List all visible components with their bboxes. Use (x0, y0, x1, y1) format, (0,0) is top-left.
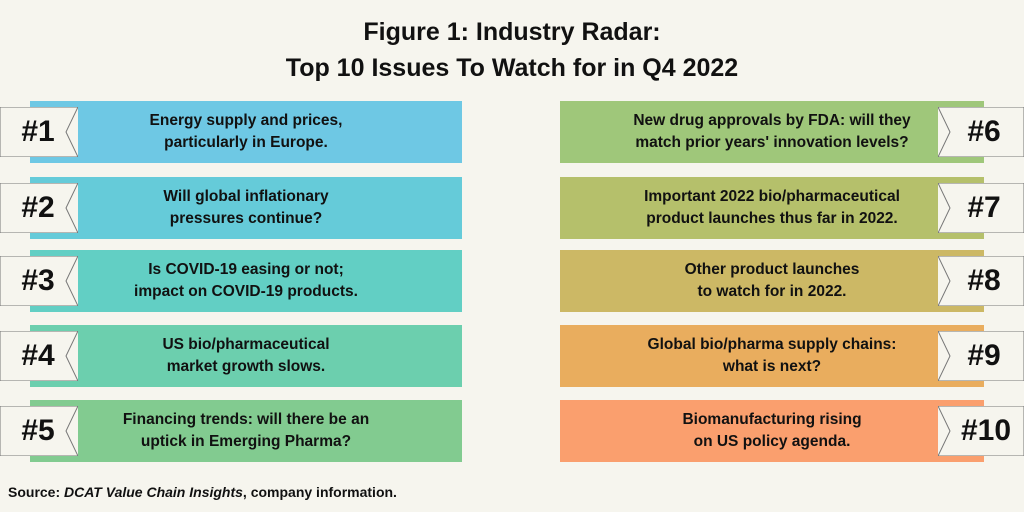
issue-9-text-line-1: Global bio/pharma supply chains: (647, 336, 897, 353)
issue-banner-10: Biomanufacturing rising on US policy agen… (560, 400, 1024, 462)
issue-10-bar: Biomanufacturing rising on US policy agen… (560, 400, 984, 462)
issue-6-text-line-1: New drug approvals by FDA: will they (633, 112, 911, 129)
issue-6-rank: #6 (967, 115, 1001, 148)
issue-7-text-line-2: product launches thus far in 2022. (646, 210, 898, 227)
issue-10-tag (938, 406, 1024, 456)
issue-banner-3: Is COVID-19 easing or not; impact on COVI… (0, 250, 462, 312)
issue-5-text-line-1: Financing trends: will there be an (122, 411, 370, 428)
issue-4-tag (0, 331, 78, 381)
title-line-2: Top 10 Issues To Watch for in Q4 2022 (285, 54, 739, 82)
issue-9-bar: Global bio/pharma supply chains: what is … (560, 325, 984, 387)
issue-8-text-line-2: to watch for in 2022. (697, 283, 847, 300)
issue-10-text-line-1: Biomanufacturing rising (682, 411, 862, 428)
issue-5-rank: #5 (21, 414, 55, 447)
issue-banner-4: US bio/pharmaceutical market growth slows… (0, 325, 462, 387)
issue-3-bar: Is COVID-19 easing or not; impact on COVI… (30, 250, 462, 312)
issue-2-tag (0, 183, 78, 233)
issue-2-rank: #2 (21, 191, 55, 224)
figure-title: Figure 1: Industry Radar: Top 10 Issues … (0, 14, 1024, 86)
issue-1-tag (0, 107, 78, 157)
source-suffix: , company information. (242, 484, 397, 500)
issue-1-bar: Energy supply and prices, particularly in… (30, 101, 462, 163)
source-prefix: Source: (8, 484, 65, 500)
issue-6-text-line-2: match prior years' innovation levels? (635, 134, 909, 151)
issue-9-rank: #9 (967, 339, 1001, 372)
issue-3-text-line-2: impact on COVID-19 products. (134, 283, 358, 300)
issue-banner-7: Important 2022 bio/pharmaceutical product… (560, 177, 1024, 239)
issue-banner-5: Financing trends: will there be an uptick… (0, 400, 462, 462)
issue-banner-1: Energy supply and prices, particularly in… (0, 101, 462, 163)
source-publication: DCAT Value Chain Insights (64, 484, 243, 500)
issue-10-text-line-2: on US policy agenda. (693, 433, 851, 450)
issue-8-text-line-1: Other product launches (684, 261, 860, 278)
issue-2-bar: Will global inflationary pressures contin… (30, 177, 462, 239)
issue-3-tag (0, 256, 78, 306)
issue-banner-6: New drug approvals by FDA: will they matc… (560, 101, 1024, 163)
issue-4-rank: #4 (21, 339, 55, 372)
issue-3-rank: #3 (21, 264, 55, 297)
issue-9-tag (938, 331, 1024, 381)
issue-4-bar: US bio/pharmaceutical market growth slows… (30, 325, 462, 387)
issue-5-tag (0, 406, 78, 456)
issue-6-tag (938, 107, 1024, 157)
issue-9-text-line-2: what is next? (722, 358, 822, 375)
issue-1-text-line-1: Energy supply and prices, (149, 112, 343, 129)
issue-7-text-line-1: Important 2022 bio/pharmaceutical (644, 188, 900, 205)
issue-8-bar: Other product launches to watch for in 20… (560, 250, 984, 312)
issue-banner-8: Other product launches to watch for in 20… (560, 250, 1024, 312)
issue-5-text-line-2: uptick in Emerging Pharma? (140, 433, 352, 450)
issue-banner-2: Will global inflationary pressures contin… (0, 177, 462, 239)
issue-6-bar: New drug approvals by FDA: will they matc… (560, 101, 984, 163)
issue-4-text-line-1: US bio/pharmaceutical (162, 336, 330, 353)
issue-8-rank: #8 (967, 264, 1001, 297)
issue-3-text-line-1: Is COVID-19 easing or not; (148, 261, 344, 278)
issue-10-rank: #10 (960, 414, 1012, 447)
issue-8-tag (938, 256, 1024, 306)
issue-banner-9: Global bio/pharma supply chains: what is … (560, 325, 1024, 387)
issue-7-tag (938, 183, 1024, 233)
issue-4-text-line-2: market growth slows. (166, 358, 326, 375)
title-line-1: Figure 1: Industry Radar: (363, 18, 661, 46)
issue-1-text-line-2: particularly in Europe. (164, 134, 328, 151)
issue-1-rank: #1 (21, 115, 55, 148)
issue-7-bar: Important 2022 bio/pharmaceutical product… (560, 177, 984, 239)
issue-5-bar: Financing trends: will there be an uptick… (30, 400, 462, 462)
issue-2-text-line-2: pressures continue? (169, 210, 323, 227)
issue-7-rank: #7 (967, 191, 1001, 224)
source-note: Source: DCAT Value Chain Insights, compa… (8, 484, 397, 500)
issue-2-text-line-1: Will global inflationary (163, 188, 329, 205)
